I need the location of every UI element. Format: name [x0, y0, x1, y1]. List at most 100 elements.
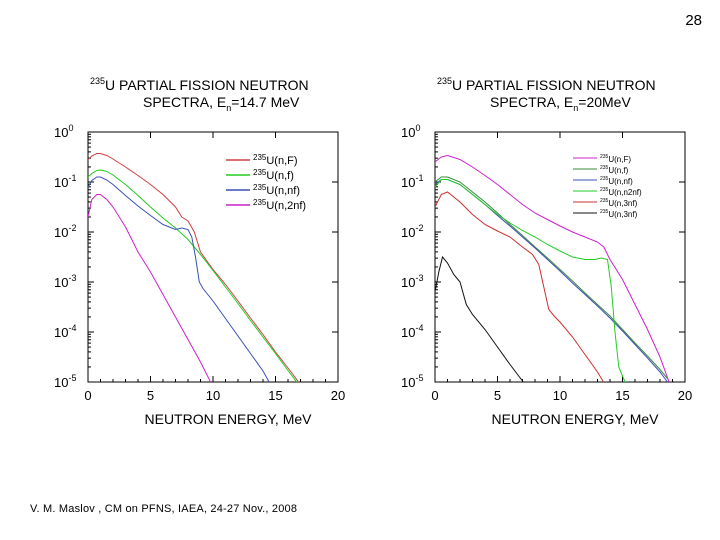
legend-isotope: 235: [600, 176, 609, 182]
series-line-un3nf: [435, 255, 524, 382]
title-spectra: SPECTRA, E: [490, 94, 573, 110]
series-line-un2nf: [88, 194, 212, 382]
y-tick-label: 10-1: [54, 173, 76, 190]
y-tick-label: 10-2: [401, 223, 423, 240]
x-tick-label: 15: [615, 388, 629, 403]
legend-label: 235U(n,F): [253, 153, 298, 167]
y-tick-exponent: -2: [415, 223, 423, 233]
y-tick-exponent: -4: [68, 323, 76, 333]
legend-label: 235U(n,nf): [600, 176, 633, 186]
y-tick-exponent: 0: [68, 123, 73, 133]
x-tick-label: 0: [84, 388, 91, 403]
y-tick-label: 10-5: [54, 373, 76, 390]
y-tick-label: 100: [401, 123, 420, 140]
legend-isotope: 235: [253, 153, 267, 162]
plot-frame: [434, 131, 686, 383]
y-tick-label: 10-3: [54, 273, 76, 290]
y-tick-base: 10: [54, 375, 68, 390]
y-tick-label: 10-4: [401, 323, 423, 340]
x-axis-label: NEUTRON ENERGY, MeV: [145, 411, 313, 427]
plot-frame: [87, 131, 339, 383]
x-tick-label: 10: [553, 388, 567, 403]
legend-label: 235U(n,nf): [253, 183, 300, 197]
x-tick-label: 20: [678, 388, 692, 403]
y-tick-base: 10: [54, 275, 68, 290]
y-tick-base: 10: [401, 225, 415, 240]
chart-title-line2: SPECTRA, En=20MeV: [490, 94, 631, 113]
x-tick-label: 0: [431, 388, 438, 403]
y-tick-label: 10-1: [401, 173, 423, 190]
legend-isotope: 235: [600, 198, 609, 204]
x-tick-label: 15: [268, 388, 282, 403]
y-tick-base: 10: [54, 225, 68, 240]
legend-reaction: U(n,3nf): [608, 199, 637, 208]
y-tick-exponent: -5: [415, 373, 423, 383]
legend-isotope: 235: [600, 209, 609, 215]
title-energy-subscript: n: [226, 103, 231, 113]
series-line-unn2nf: [435, 179, 627, 382]
legend-reaction: U(n,F): [608, 155, 631, 164]
legend-isotope: 235: [600, 154, 609, 160]
slide-number: 28: [685, 12, 702, 29]
y-tick-base: 10: [401, 375, 415, 390]
y-tick-exponent: -3: [415, 273, 423, 283]
legend-reaction: U(n,f): [266, 170, 294, 182]
series-line-unf: [435, 154, 670, 382]
legend-isotope: 235: [253, 198, 267, 207]
title-text: U PARTIAL FISSION NEUTRON: [452, 77, 656, 93]
y-tick-base: 10: [401, 175, 415, 190]
y-tick-base: 10: [401, 125, 415, 140]
footer-citation: V. M. Maslov , CM on PFNS, IAEA, 24-27 N…: [30, 503, 298, 515]
legend-reaction: U(n,2nf): [266, 200, 306, 212]
y-tick-base: 10: [401, 275, 415, 290]
legend-label: 235U(n,f): [600, 165, 629, 175]
chart-title-line1: 235U PARTIAL FISSION NEUTRON: [90, 76, 309, 93]
series-line-un3nf: [435, 191, 605, 382]
y-tick-label: 10-3: [401, 273, 423, 290]
legend-isotope: 235: [253, 168, 267, 177]
legend-label: 235U(n,f): [253, 168, 294, 182]
title-energy-value: =14.7 MeV: [231, 94, 300, 110]
y-tick-label: 100: [54, 123, 73, 140]
legend-reaction: U(n,nf): [608, 177, 633, 186]
y-tick-base: 10: [54, 175, 68, 190]
legend-reaction: U(n,n2nf): [608, 188, 642, 197]
x-tick-label: 10: [206, 388, 220, 403]
series-line-unf: [435, 176, 668, 379]
legend-isotope: 235: [600, 165, 609, 171]
title-isotope: 235: [437, 76, 452, 86]
y-tick-exponent: -3: [68, 273, 76, 283]
x-tick-label: 20: [331, 388, 345, 403]
legend-label: 235U(n,3nf): [600, 198, 638, 208]
title-energy-subscript: n: [573, 103, 578, 113]
legend-label: 235U(n,3nf): [600, 209, 638, 219]
x-tick-label: 5: [147, 388, 154, 403]
legend-reaction: U(n,F): [266, 155, 297, 167]
y-tick-base: 10: [401, 325, 415, 340]
series-line-unnf: [88, 176, 270, 382]
title-spectra: SPECTRA, E: [143, 94, 226, 110]
title-energy-value: =20MeV: [578, 94, 631, 110]
y-tick-exponent: -2: [68, 223, 76, 233]
y-tick-label: 10-4: [54, 323, 76, 340]
legend-label: 235U(n,n2nf): [600, 187, 642, 197]
title-text: U PARTIAL FISSION NEUTRON: [105, 77, 309, 93]
y-tick-base: 10: [54, 325, 68, 340]
series-line-unf: [88, 169, 298, 382]
legend-reaction: U(n,nf): [266, 185, 300, 197]
series-line-unf: [88, 153, 300, 382]
legend-reaction: U(n,f): [608, 166, 628, 175]
y-tick-exponent: -1: [415, 173, 423, 183]
y-tick-label: 10-5: [401, 373, 423, 390]
legend-label: 235U(n,F): [600, 154, 631, 164]
legend-isotope: 235: [600, 187, 609, 193]
legend-isotope: 235: [253, 183, 267, 192]
y-tick-exponent: -5: [68, 373, 76, 383]
x-tick-label: 5: [494, 388, 501, 403]
legend-label: 235U(n,2nf): [253, 198, 306, 212]
y-tick-exponent: -1: [68, 173, 76, 183]
legend-reaction: U(n,3nf): [608, 210, 637, 219]
chart-title-line1: 235U PARTIAL FISSION NEUTRON: [437, 76, 656, 93]
